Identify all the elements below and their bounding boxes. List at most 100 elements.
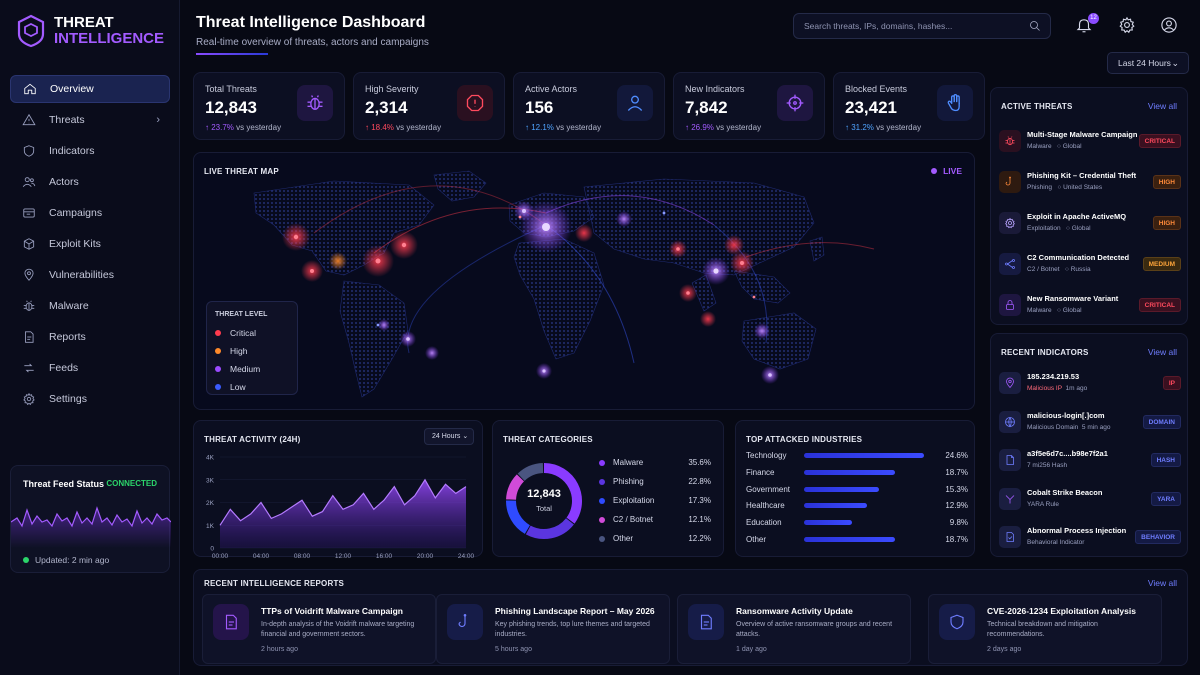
kpi-card-new-indicators[interactable]: New Indicators 7,842 ↑ 26.9% vs yesterda… [673, 72, 825, 140]
app-logo[interactable]: THREAT INTELLIGENCE [16, 14, 164, 48]
reports-view-all-link[interactable]: View all [1147, 578, 1177, 588]
activity-range-select[interactable]: 24 Hours ⌄ [424, 428, 474, 445]
donut-slice-other[interactable] [517, 463, 544, 482]
sidebar-item-malware[interactable]: Malware [10, 292, 170, 320]
industry-row[interactable]: Other 18.7% [746, 535, 968, 545]
sidebar-item-campaigns[interactable]: Campaigns [10, 199, 170, 227]
active-threat-item[interactable]: New Ransomware Variant Malware ○ Global … [999, 292, 1181, 328]
time-range-value: Last 24 Hours [1118, 58, 1171, 68]
indicator-item[interactable]: Cobalt Strike Beacon YARA Rule YARA [999, 486, 1181, 520]
threat-activity-panel: THREAT ACTIVITY (24H) 24 Hours ⌄ 4K 3K 2K 1… [193, 420, 483, 558]
x-tick-label: 24:00 [458, 553, 475, 558]
threat-feed-status[interactable]: Threat Feed Status CONNECTED Updated: 2 … [10, 465, 171, 573]
industry-bar [804, 503, 867, 509]
time-range-select[interactable]: Last 24 Hours ⌄ [1107, 52, 1189, 74]
sidebar-item-threats[interactable]: Threats › [10, 106, 170, 134]
sidebar-item-feeds[interactable]: Feeds [10, 354, 170, 382]
legend-label: High [230, 346, 248, 356]
sidebar-item-vulnerabilities[interactable]: Vulnerabilities [10, 261, 170, 289]
report-description: Key phishing trends, top lure themes and… [495, 621, 650, 638]
kpi-card-total-threats[interactable]: Total Threats 12,843 ↑ 23.7% vs yesterda… [193, 72, 345, 140]
indicator-meta: Malicious Domain 5 min ago [1027, 424, 1110, 431]
category-row[interactable]: Other 12.2% [599, 534, 711, 543]
sidebar-item-label: Reports [49, 331, 86, 343]
sidebar-item-settings[interactable]: Settings [10, 385, 170, 413]
sidebar-item-reports[interactable]: Reports [10, 323, 170, 351]
report-card[interactable]: CVE-2026-1234 Exploitation Analysis Tech… [928, 594, 1162, 664]
recent-indicators-title: RECENT INDICATORS [1001, 348, 1089, 357]
kpi-change-value: 26.9% [691, 123, 714, 132]
user-profile-button[interactable] [1160, 16, 1178, 34]
indicator-icon [999, 410, 1021, 433]
donut-total-label: Total [536, 504, 552, 513]
active-threat-item[interactable]: Multi-Stage Malware Campaign Malware ○ G… [999, 128, 1181, 164]
category-row[interactable]: Phishing 22.8% [599, 477, 711, 486]
feed-icon [24, 363, 34, 373]
report-card[interactable]: TTPs of Voidrift Malware Campaign In-dep… [202, 594, 436, 664]
severity-badge: MEDIUM [1142, 257, 1181, 271]
category-row[interactable]: Malware 35.6% [599, 458, 711, 467]
notifications-button[interactable] [1075, 16, 1093, 34]
indicator-value: malicious-login[.]com [1027, 410, 1105, 420]
active-threats-view-all-link[interactable]: View all [1147, 101, 1177, 111]
feed-status-sparkline [11, 506, 171, 548]
report-card[interactable]: Ransomware Activity Update Overview of a… [677, 594, 911, 664]
sidebar-item-actors[interactable]: Actors [10, 168, 170, 196]
industry-row[interactable]: Finance 18.7% [746, 468, 968, 478]
recent-indicators-view-all-link[interactable]: View all [1147, 347, 1177, 357]
industry-row[interactable]: Education 9.8% [746, 518, 968, 528]
donut-slice-malware[interactable] [543, 463, 582, 524]
active-threat-item[interactable]: Exploit in Apache ActiveMQ Exploitation … [999, 210, 1181, 246]
category-row[interactable]: Exploitation 17.3% [599, 496, 711, 505]
kpi-change: ↑ 18.4% vs yesterday [365, 123, 441, 132]
sidebar-item-overview[interactable]: Overview [10, 75, 170, 103]
severity-badge: HIGH [1152, 216, 1181, 230]
categories-title: THREAT CATEGORIES [503, 435, 593, 444]
kpi-change-suffix: vs yesterday [396, 123, 442, 132]
donut-slice-exploitation[interactable] [505, 500, 531, 534]
legend-label: Critical [230, 328, 256, 338]
pin-icon [1006, 377, 1014, 389]
indicator-item[interactable]: 185.234.219.53 Malicious IP 1m ago IP [999, 370, 1181, 404]
report-icon [688, 604, 724, 640]
threat-meta: C2 / Botnet ○ Russia [1027, 266, 1091, 273]
active-threat-item[interactable]: C2 Communication Detected C2 / Botnet ○ … [999, 251, 1181, 287]
category-row[interactable]: C2 / Botnet 12.1% [599, 515, 711, 524]
report-description: In-depth analysis of the Voidrift malwar… [261, 621, 415, 638]
network-icon [1005, 259, 1015, 269]
y-tick-label: 4K [206, 455, 215, 462]
report-card[interactable]: Phishing Landscape Report – May 2026 Key… [436, 594, 670, 664]
indicator-item[interactable]: malicious-login[.]com Malicious Domain 5… [999, 409, 1181, 443]
indicator-item[interactable]: a3f5e6d7c....b98e7f2a1 7 mi256 Hash HASH [999, 447, 1181, 481]
kpi-card-blocked-events[interactable]: Blocked Events 23,421 ↑ 31.2% vs yesterd… [833, 72, 985, 140]
live-threat-map[interactable]: LIVE THREAT MAP LIVE THREAT LEVEL Critic… [193, 152, 975, 410]
kpi-card-high-severity[interactable]: High Severity 2,314 ↑ 18.4% vs yesterday [353, 72, 505, 140]
kpi-change-suffix: vs yesterday [556, 123, 602, 132]
category-swatch [599, 516, 605, 523]
threat-region: Global [1071, 225, 1091, 232]
settings-button[interactable] [1118, 16, 1136, 34]
industry-label: Other [746, 535, 767, 544]
active-threats-panel: ACTIVE THREATS View all Multi-Stage Malw… [990, 87, 1188, 325]
industry-row[interactable]: Technology 24.6% [746, 451, 968, 461]
sidebar-item-label: Malware [49, 300, 89, 312]
kpi-card-active-actors[interactable]: Active Actors 156 ↑ 12.1% vs yesterday [513, 72, 665, 140]
industry-row[interactable]: Healthcare 12.9% [746, 501, 968, 511]
search-input[interactable]: Search threats, IPs, domains, hashes... [793, 13, 1051, 39]
active-threat-item[interactable]: Phishing Kit – Credential Theft Phishing… [999, 169, 1181, 205]
threat-type: Malware [1027, 307, 1052, 314]
donut-slice-c2-botnet[interactable] [506, 474, 525, 501]
search-placeholder: Search threats, IPs, domains, hashes... [804, 21, 953, 31]
sidebar-item-indicators[interactable]: Indicators [10, 137, 170, 165]
report-time: 5 hours ago [495, 646, 532, 653]
industry-row[interactable]: Government 15.3% [746, 485, 968, 495]
donut-slice-phishing[interactable] [525, 518, 574, 539]
indicator-item[interactable]: Abnormal Process Injection Behavioral In… [999, 524, 1181, 558]
legend-swatch [215, 366, 221, 372]
indicator-type-badge: IP [1162, 376, 1181, 390]
page-subtitle: Real-time overview of threats, actors an… [196, 37, 429, 48]
y-tick-label: 0 [210, 546, 214, 553]
sidebar-item-exploit-kits[interactable]: Exploit Kits [10, 230, 170, 258]
threat-level-legend: THREAT LEVEL Critical High Medium Low [206, 301, 298, 395]
kpi-label: Total Threats [205, 84, 257, 94]
